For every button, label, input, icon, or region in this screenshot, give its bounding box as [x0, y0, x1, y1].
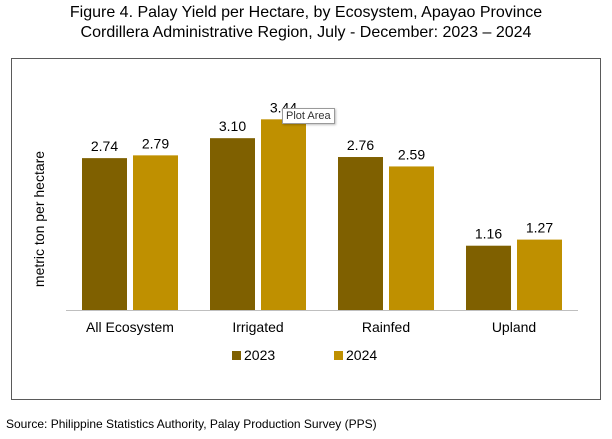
legend: 2023 2024: [232, 347, 377, 363]
y-axis-label: metric ton per hectare: [31, 151, 47, 287]
bar-2023-rainfed: [338, 157, 383, 310]
bar-2024-upland: [517, 239, 562, 310]
legend-swatch-2023: [232, 351, 241, 360]
x-tick-label: All Ecosystem: [86, 319, 174, 335]
data-label-2023-irrigated: 3.10: [219, 118, 246, 134]
chart-title: Figure 4. Palay Yield per Hectare, by Ec…: [0, 3, 612, 43]
chart-title-line-1: Figure 4. Palay Yield per Hectare, by Ec…: [69, 4, 543, 21]
bar-2024-irrigated: [261, 119, 306, 310]
bar-2024-all-ecosystem: [133, 155, 178, 310]
legend-label-2023: 2023: [244, 347, 275, 363]
bar-2023-all-ecosystem: [82, 158, 127, 310]
x-tick-label: Irrigated: [232, 319, 283, 335]
legend-label-2024: 2024: [346, 347, 377, 363]
x-tick-label: Upland: [492, 319, 536, 335]
data-label-2023-all-ecosystem: 2.74: [91, 138, 118, 154]
data-label-2024-all-ecosystem: 2.79: [142, 135, 169, 151]
bar-2023-irrigated: [210, 138, 255, 310]
legend-swatch-2024: [334, 351, 343, 360]
chart-title-line-2: Cordillera Administrative Region, July -…: [80, 24, 532, 41]
chart-area[interactable]: [11, 58, 601, 400]
source-note: Source: Philippine Statistics Authority,…: [6, 417, 377, 431]
data-label-2023-upland: 1.16: [475, 226, 502, 242]
data-label-2023-rainfed: 2.76: [347, 137, 374, 153]
bars-layer: 2.742.793.103.442.762.591.161.27: [82, 99, 562, 310]
data-label-2024-upland: 1.27: [526, 220, 553, 236]
bar-2024-rainfed: [389, 166, 434, 310]
x-tick-label: Rainfed: [362, 319, 410, 335]
bar-2023-upland: [466, 245, 511, 310]
x-tick-labels: All Ecosystem Irrigated Rainfed Upland: [86, 319, 536, 335]
data-label-2024-rainfed: 2.59: [398, 146, 425, 162]
plot-area-tooltip: Plot Area: [282, 108, 335, 124]
